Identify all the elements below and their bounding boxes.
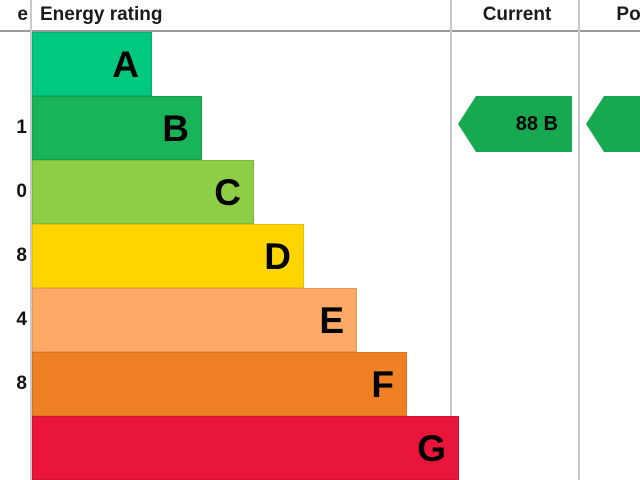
band-letter-e: E	[319, 299, 344, 341]
chart-header-row: e Energy rating Current Pote	[0, 0, 640, 32]
current-rating-badge: 88 B	[458, 96, 572, 152]
band-bar-a: A	[32, 32, 152, 96]
band-score-f: 8	[16, 373, 27, 394]
column-header-current: Current	[482, 4, 552, 25]
band-score-b: 1	[16, 117, 27, 138]
column-divider-potential	[578, 0, 580, 480]
band-score-g	[0, 416, 30, 480]
band-bar-b: B	[32, 96, 202, 160]
rating-band-f: 8 F	[0, 352, 640, 416]
rating-band-b: 1 B	[0, 96, 640, 160]
column-header-potential: Pote	[616, 4, 640, 25]
band-letter-a: A	[112, 43, 139, 85]
column-divider-current	[450, 0, 452, 480]
column-header-rating: Energy rating	[40, 4, 163, 25]
band-score-e: 4	[16, 309, 27, 330]
rating-band-g: G	[0, 416, 640, 480]
band-letter-b: B	[162, 107, 189, 149]
rating-band-d: 8 D	[0, 224, 640, 288]
rating-band-c: 0 C	[0, 160, 640, 224]
rating-band-list: A 1 B 0 C 8 D 4 E 8	[0, 32, 640, 480]
band-score-c: 0	[16, 181, 27, 202]
rating-band-a: A	[0, 32, 640, 96]
band-bar-c: C	[32, 160, 254, 224]
band-score-d: 8	[16, 245, 27, 266]
band-bar-d: D	[32, 224, 304, 288]
band-bar-e: E	[32, 288, 357, 352]
band-letter-d: D	[264, 235, 291, 277]
column-divider-score	[30, 0, 32, 480]
band-bar-g: G	[32, 416, 459, 480]
rating-band-e: 4 E	[0, 288, 640, 352]
band-score-a	[0, 32, 30, 96]
band-letter-f: F	[371, 363, 394, 405]
band-letter-c: C	[214, 171, 241, 213]
band-bar-f: F	[32, 352, 407, 416]
column-header-score: e	[17, 4, 28, 25]
band-letter-g: G	[417, 427, 446, 469]
